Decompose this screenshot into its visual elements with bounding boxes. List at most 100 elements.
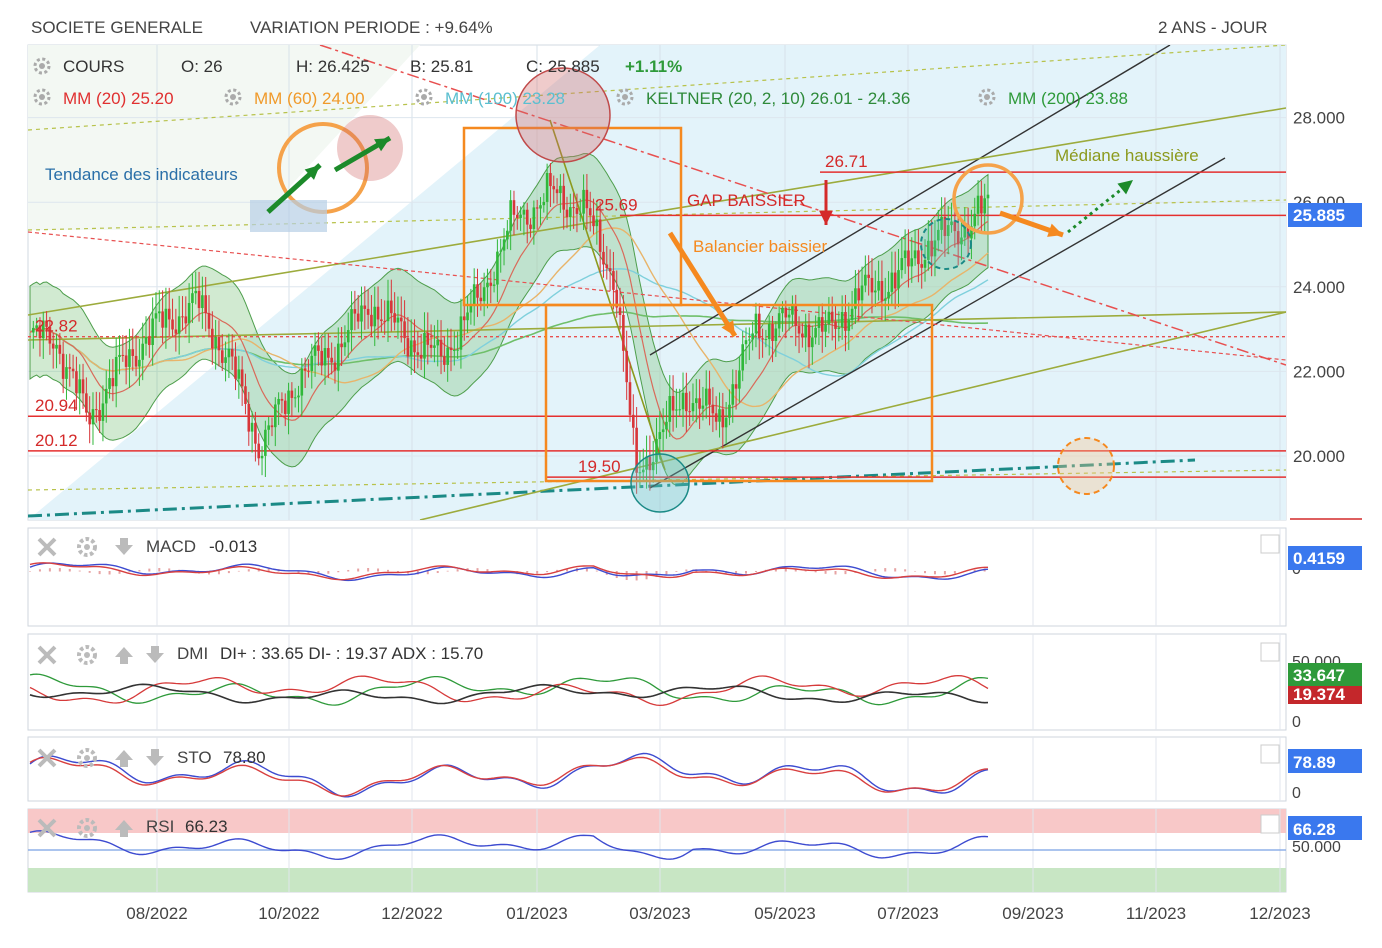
candle-body [307,370,310,372]
macd-bar [267,568,270,572]
candle-body [943,216,947,237]
candle-body [118,354,121,357]
macd-bar [814,571,817,573]
macd-bar [38,569,41,572]
rsi-line [29,830,989,861]
gear-icon[interactable] [33,88,51,106]
macd-bar [844,571,847,575]
candle-body [923,259,927,268]
candle-body [701,405,705,409]
macd-bar [158,568,161,572]
orange-dashed-circle [1057,437,1115,495]
candle-body [207,312,211,329]
close-icon[interactable] [37,748,57,768]
candle-body [814,327,817,338]
candle-body [290,390,294,398]
macd-bar [347,569,350,572]
arrow-down-icon[interactable] [115,538,133,555]
candle-body [502,239,506,251]
candle-body [817,317,821,328]
arrow-down-icon[interactable] [146,646,164,663]
candle-body [565,209,569,218]
candle-body [191,293,194,303]
median-arrow-head [1117,180,1133,195]
gear-icon[interactable] [616,88,634,106]
candle-body [489,282,493,286]
gear-icon[interactable] [224,88,242,106]
candle-body [638,472,642,474]
candle-body [141,343,145,360]
candle-body [575,208,579,214]
maximize-icon[interactable] [1260,642,1280,662]
candle-body [552,186,556,190]
candle-body [771,323,774,341]
sto-label: STO [177,748,212,767]
candle-body [250,422,254,432]
arrow-up-icon[interactable] [115,750,133,767]
candle-body [857,288,861,301]
gear-icon[interactable] [978,88,996,106]
x-tick-label: 07/2023 [877,904,938,923]
candle-body [860,285,864,301]
gear-icon[interactable] [77,537,97,557]
macd-bar [635,571,638,581]
candle-body [114,356,118,387]
candle-body [936,229,940,241]
candle-body [194,290,198,294]
candle-body [244,386,247,404]
maximize-icon[interactable] [1260,744,1280,764]
median-line-flat [28,311,1286,341]
candle-body [453,349,456,351]
close-icon[interactable] [37,537,57,557]
candle-body [310,355,314,372]
candle-body [840,311,844,328]
candle-body [694,398,698,404]
macd-line [29,562,989,582]
maximize-icon[interactable] [1260,814,1280,834]
candle-body [433,345,436,348]
gear-icon[interactable] [77,645,97,665]
candle-body [406,338,410,357]
close-icon[interactable] [37,818,57,838]
candle-body [254,422,257,444]
gear-icon[interactable] [33,57,51,75]
macd-badge: 0.4159 [1293,549,1345,568]
gear-icon[interactable] [415,88,433,106]
legend-keltner: KELTNER (20, 2, 10) 26.01 - 24.36 [646,89,910,108]
macd-bar [745,571,748,574]
macd-bar [774,568,777,572]
candle-body [956,231,960,245]
legend-row-2: MM (20) 25.20 MM (60) 24.00 MM (100) 23.… [33,88,1128,108]
candle-body [641,469,645,473]
candle-body [439,339,443,357]
maximize-icon[interactable] [1260,534,1280,554]
macd-panel: MACD -0.013 0 0.4159 [27,527,1362,627]
close-icon[interactable] [37,645,57,665]
macd-bar [486,569,489,572]
level-label: 20.94 [35,396,78,415]
macd-bar [526,571,529,575]
period-label[interactable]: 2 ANS - JOUR [1158,18,1268,37]
candle-body [211,328,214,349]
candle-body [386,300,390,322]
candle-body [81,379,85,394]
candle-body [850,308,854,320]
candle-body [602,251,605,265]
arrow-down-icon[interactable] [146,749,164,766]
dmi-minus-badge: 19.374 [1293,685,1346,704]
candle-body [277,398,280,405]
candle-body [38,325,42,339]
arrow-up-icon[interactable] [115,647,133,664]
support-line [28,458,1196,518]
steep-line [549,119,666,471]
candle-body [230,348,234,357]
candle-body [197,290,201,309]
sto-d-line [29,756,989,797]
gear-icon[interactable] [77,818,97,838]
arrow-up-icon[interactable] [115,820,133,837]
macd-bar [98,571,101,575]
gear-icon[interactable] [77,748,97,768]
candle-body [346,330,350,343]
candle-body [68,367,72,369]
